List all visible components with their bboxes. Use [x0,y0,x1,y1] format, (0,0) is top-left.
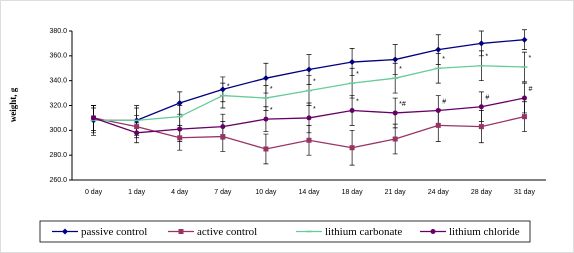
y-tick-label: 380.0 [49,28,67,35]
annotation: * [356,71,359,78]
point [177,126,183,132]
y-tick-label: 340.0 [49,78,67,85]
point [521,114,527,120]
point [263,116,269,122]
point [349,59,356,66]
annotation: * [485,54,488,61]
point [435,122,441,128]
legend-label: lithium carbonate [325,226,402,238]
annotation: * [270,86,273,93]
point [263,146,269,152]
point [306,66,312,73]
point [91,115,97,121]
point [478,104,484,110]
annotation: # [442,98,446,105]
y-axis-label: weight, g [8,87,18,122]
x-tick-label: 31 day [514,189,536,196]
x-tick-label: 1 day [128,189,146,196]
point [521,36,528,43]
point [435,46,442,53]
point [262,75,269,82]
legend-marker [178,229,184,234]
y-tick-label: 320.0 [49,102,67,109]
y-tick-label: 360.0 [49,53,67,60]
point [220,124,226,130]
point [306,137,312,143]
x-tick-label: 18 day [342,189,364,196]
annotation: * [442,56,445,63]
point [392,56,399,63]
annotation: *# [399,101,406,108]
point [306,115,312,121]
y-tick-label: 280.0 [49,152,67,159]
x-tick-label: 7 day [214,189,232,196]
y-tick-label: 300.0 [49,127,67,134]
point [478,124,484,130]
annotation: * [313,78,316,85]
legend-label: active control [197,226,257,238]
x-tick-label: 28 day [471,189,493,196]
point [349,107,355,113]
annotation: # [528,86,532,93]
legend-label: passive control [81,226,147,238]
legend-label: lithium chloride [449,226,520,238]
legend-box [39,220,531,243]
annotation: * [399,66,402,73]
point [392,110,398,116]
point [176,100,183,107]
x-tick-label: 14 day [298,189,320,196]
point [220,134,226,140]
legend-marker [430,229,436,234]
annotation: * [313,106,316,113]
point [478,40,485,47]
x-tick-label: 4 day [171,189,189,196]
y-tick-label: 260.0 [49,177,67,184]
point [219,86,226,93]
point [392,136,398,142]
point [134,124,140,130]
x-tick-label: 0 day [85,189,103,196]
x-tick-label: 10 day [255,189,277,196]
annotation: * [227,83,230,90]
point [521,95,527,101]
legend-marker [62,228,68,235]
annotation: * [356,98,359,105]
point [435,107,441,113]
point [134,130,140,136]
annotation: * [528,55,531,62]
point [349,145,355,151]
annotation: * [270,107,273,114]
x-tick-label: 21 day [385,189,407,196]
annotation: # [485,95,489,102]
point [177,135,183,141]
x-tick-label: 24 day [428,189,450,196]
